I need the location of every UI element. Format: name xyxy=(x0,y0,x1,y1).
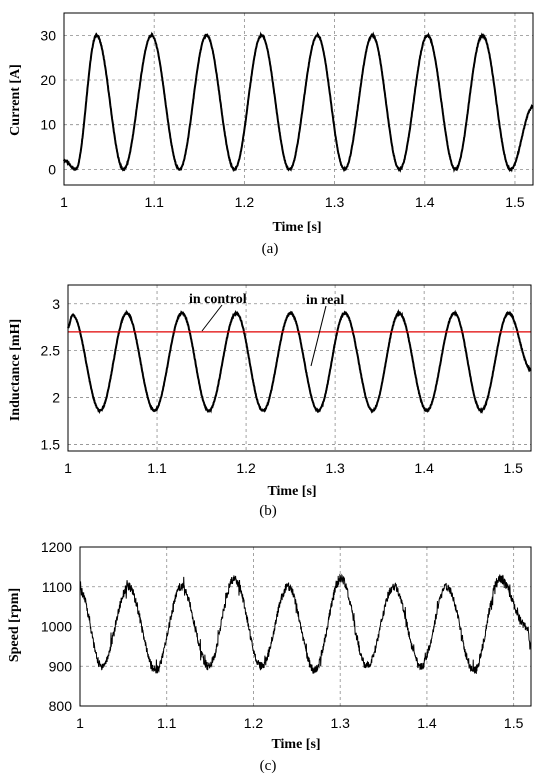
x-tick-label: 1 xyxy=(76,715,84,731)
y-tick-label: 2.5 xyxy=(41,343,61,359)
x-tick-label: 1 xyxy=(60,194,68,210)
y-axis-label-c: Speed [rpm] xyxy=(7,588,22,662)
current-series-line xyxy=(63,31,534,173)
x-tick-label: 1.5 xyxy=(503,460,523,476)
panel-c: 1 1.1 1.2 1.3 1.4 1.5 800 900 1000 1100 1200 Time… xyxy=(7,539,532,774)
y-tick-label: 1100 xyxy=(42,579,72,595)
y-tick-label: 900 xyxy=(49,658,73,674)
in-control-leader-line xyxy=(201,304,223,332)
y-tick-label: 10 xyxy=(40,117,56,133)
x-axis-label-b: Time [s] xyxy=(267,484,316,499)
y-tick-label: 800 xyxy=(49,698,73,714)
panel-a: 1 1.1 1.2 1.3 1.4 1.5 0 10 20 30 Time [s] Curren… xyxy=(8,12,534,257)
y-axis-label-b: Inductance [mH] xyxy=(8,319,23,421)
y-tick-label: 3 xyxy=(52,296,60,312)
x-axis-label-c: Time [s] xyxy=(271,737,320,752)
plot-area-frame-a xyxy=(63,12,534,186)
x-tick-label: 1.1 xyxy=(147,460,167,476)
speed-series-line xyxy=(79,573,532,674)
x-axis-label-a: Time [s] xyxy=(272,220,321,235)
caption-b: (b) xyxy=(259,503,277,519)
caption-c: (c) xyxy=(260,758,277,774)
y-tick-label: 2 xyxy=(52,390,60,406)
x-tick-label: 1.1 xyxy=(157,715,177,731)
x-tick-label: 1.1 xyxy=(144,194,164,210)
x-tick-label: 1.3 xyxy=(325,194,345,210)
x-tick-label: 1.3 xyxy=(325,460,345,476)
in-control-annotation: in control xyxy=(189,292,247,307)
x-tick-label: 1.2 xyxy=(244,715,264,731)
plot-area-frame-c xyxy=(79,546,532,707)
y-tick-label: 20 xyxy=(40,72,56,88)
y-tick-label: 1000 xyxy=(41,619,72,635)
x-tick-label: 1.2 xyxy=(235,194,255,210)
inductance-real-series-line xyxy=(67,308,532,415)
x-tick-label: 1.2 xyxy=(236,460,256,476)
x-tick-label: 1.4 xyxy=(415,194,435,210)
caption-a: (a) xyxy=(262,241,279,257)
y-tick-label: 1.5 xyxy=(41,436,61,452)
x-tick-label: 1.4 xyxy=(414,460,434,476)
in-real-annotation: in real xyxy=(306,293,344,308)
y-tick-label: 1200 xyxy=(41,539,72,555)
x-tick-label: 1 xyxy=(64,460,72,476)
panel-b: 1 1.1 1.2 1.3 1.4 1.5 1.5 2 2.5 3 in control in … xyxy=(8,284,532,519)
x-tick-label: 1.4 xyxy=(417,715,437,731)
y-axis-label-a: Current [A] xyxy=(8,64,23,136)
y-tick-label: 0 xyxy=(48,161,56,177)
in-real-leader-line xyxy=(310,305,327,367)
x-tick-label: 1.5 xyxy=(505,194,525,210)
x-tick-label: 1.3 xyxy=(330,715,350,731)
plot-area-frame-b xyxy=(67,284,532,452)
x-tick-label: 1.5 xyxy=(504,715,524,731)
y-tick-label: 30 xyxy=(40,27,56,43)
